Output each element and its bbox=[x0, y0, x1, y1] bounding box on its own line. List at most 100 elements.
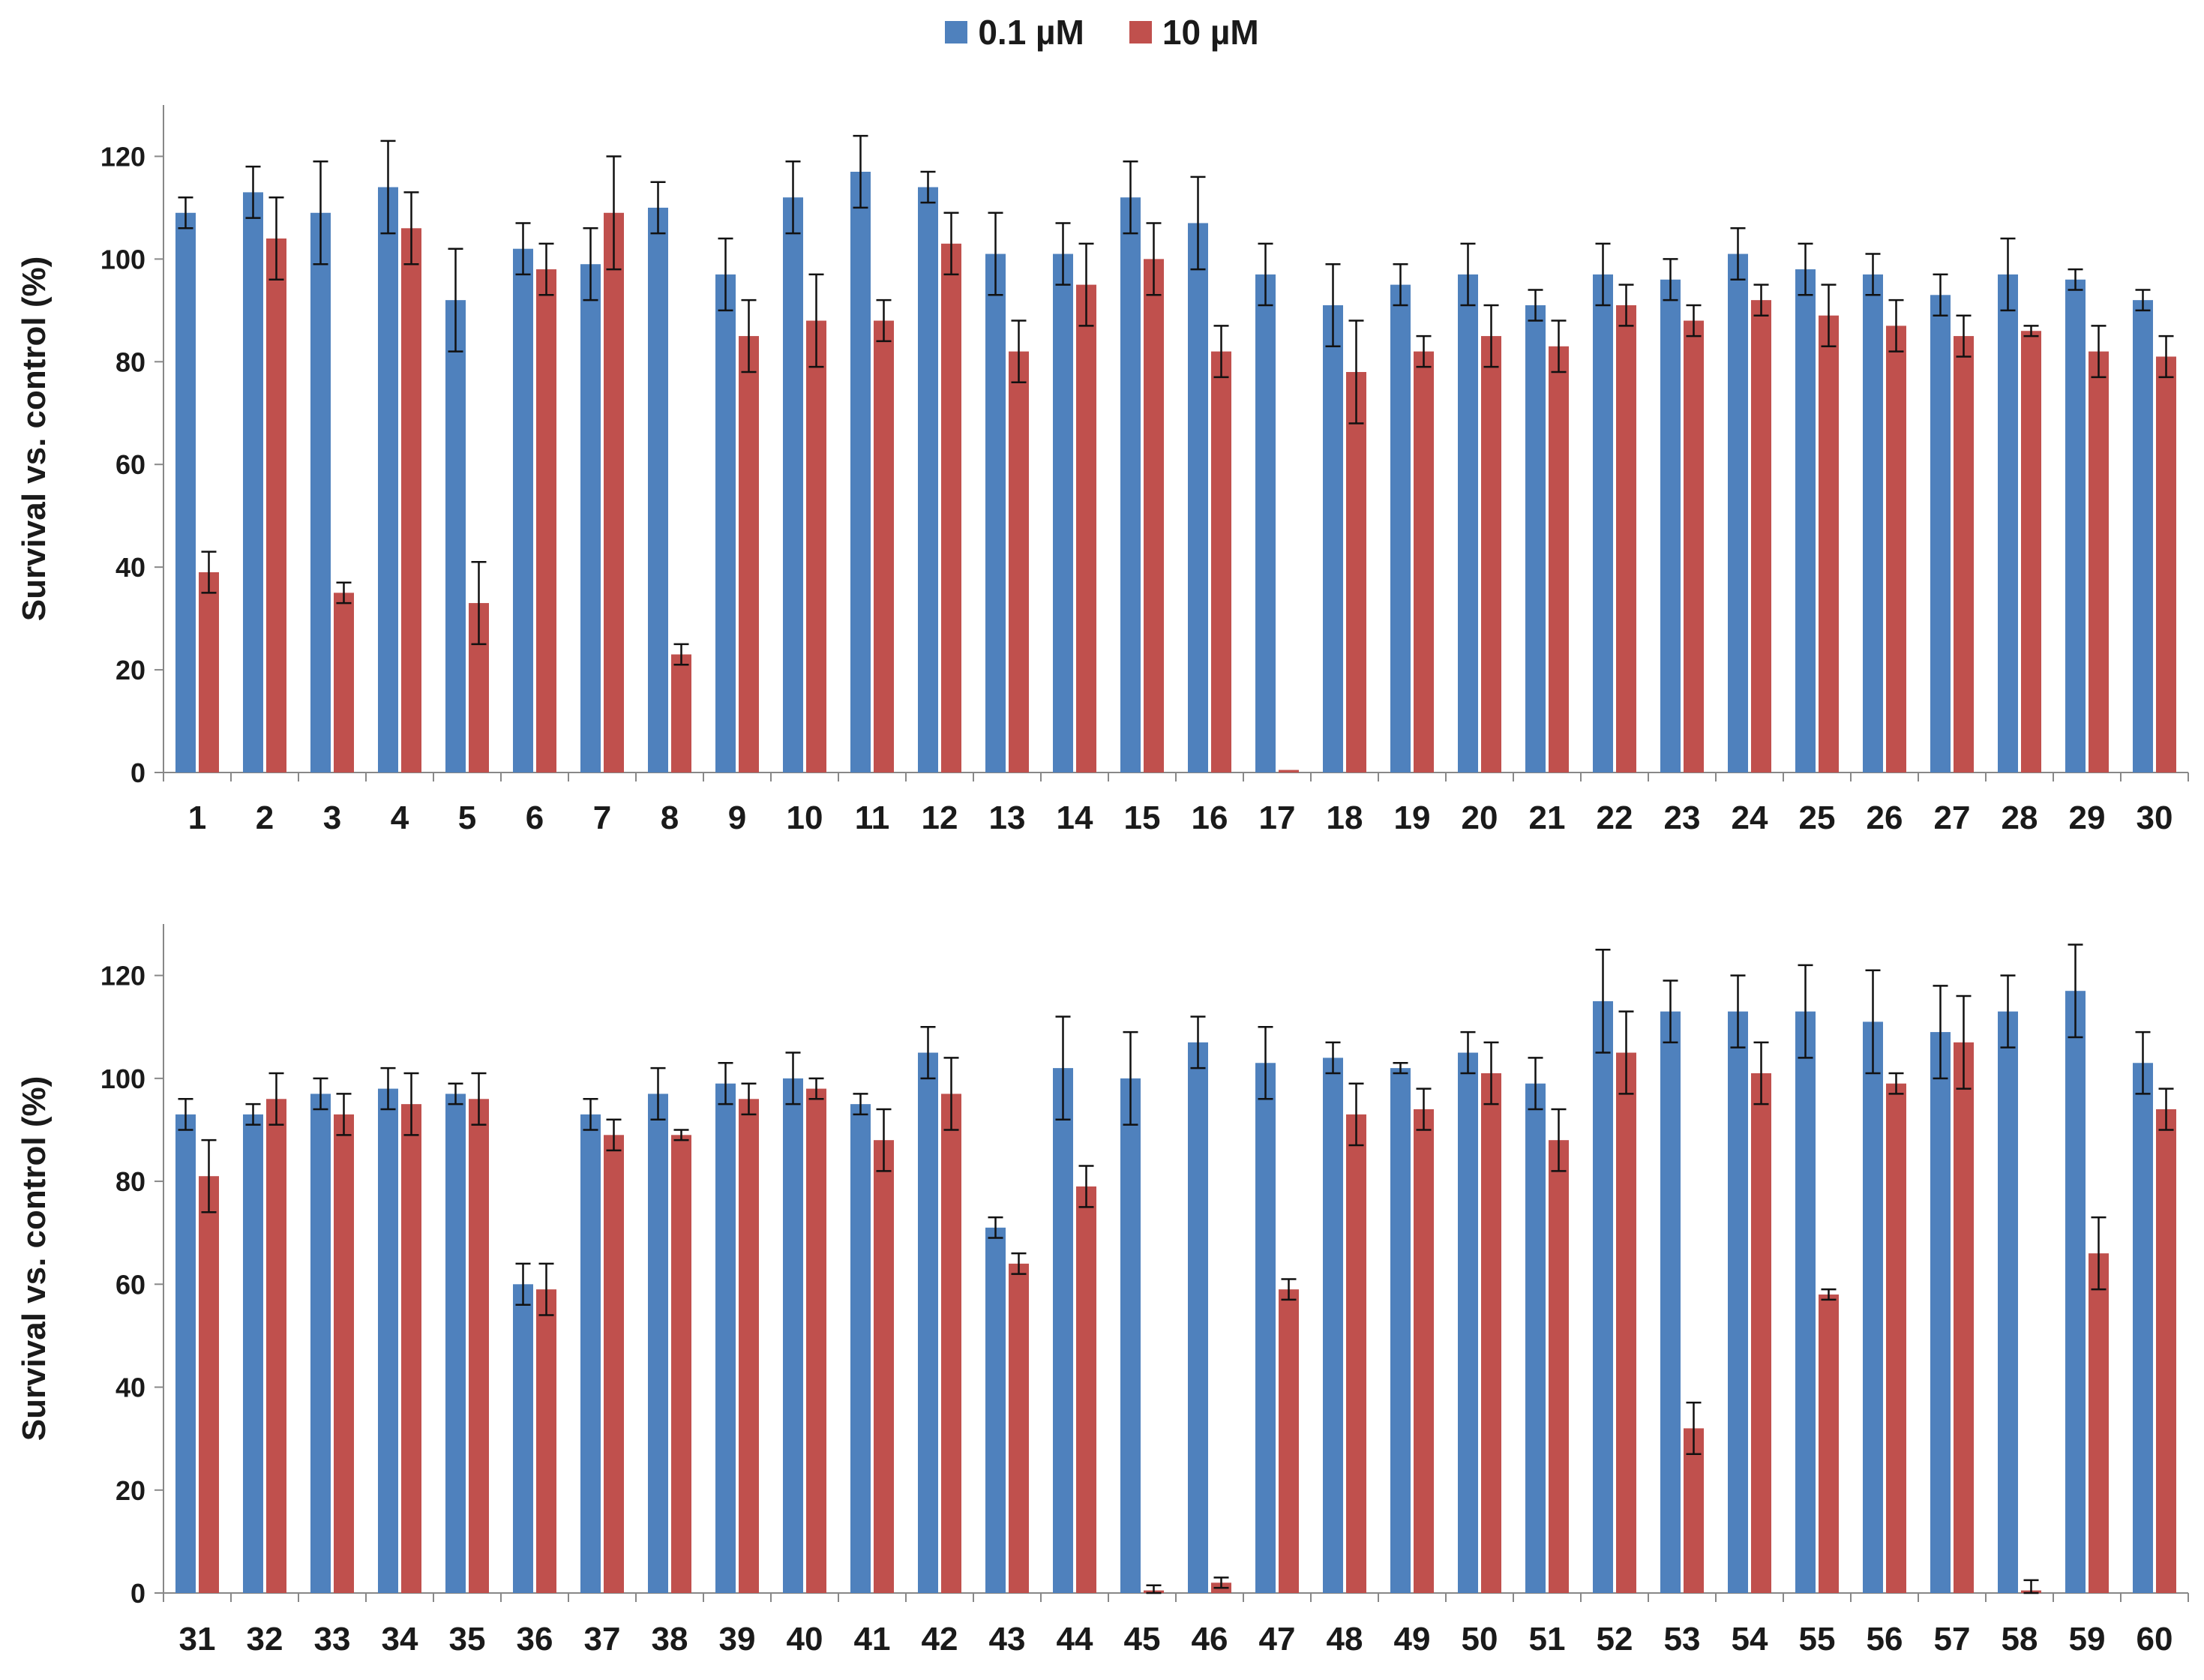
bar-14-series-2 bbox=[1076, 284, 1096, 773]
category-label-50: 50 bbox=[1462, 1621, 1498, 1658]
bar-11-series-2 bbox=[874, 320, 894, 772]
y-tick-label: 80 bbox=[115, 346, 145, 377]
bar-60-series-2 bbox=[2156, 1109, 2176, 1593]
bar-10-series-2 bbox=[806, 320, 826, 772]
bar-35-series-1 bbox=[445, 1094, 466, 1593]
bar-38-series-2 bbox=[671, 1135, 691, 1593]
bar-7-series-2 bbox=[604, 212, 624, 772]
bar-52-series-1 bbox=[1593, 1000, 1613, 1593]
category-label-51: 51 bbox=[1529, 1621, 1566, 1658]
bar-35-series-2 bbox=[469, 1099, 489, 1593]
bar-2-series-2 bbox=[266, 238, 286, 772]
bar-27-series-2 bbox=[1954, 336, 1974, 773]
bar-41-series-2 bbox=[874, 1140, 894, 1593]
bar-58-series-1 bbox=[1998, 1011, 2018, 1593]
category-label-56: 56 bbox=[1867, 1621, 1903, 1658]
bar-30-series-1 bbox=[2133, 300, 2153, 773]
category-label-21: 21 bbox=[1529, 800, 1566, 836]
category-label-30: 30 bbox=[2137, 800, 2173, 836]
y-tick-label: 120 bbox=[100, 961, 145, 992]
bar-12-series-1 bbox=[918, 187, 938, 773]
bar-24-series-2 bbox=[1751, 300, 1771, 773]
bar-9-series-2 bbox=[739, 336, 759, 773]
category-label-23: 23 bbox=[1664, 800, 1701, 836]
bar-56-series-1 bbox=[1863, 1022, 1883, 1593]
bar-8-series-2 bbox=[671, 654, 691, 772]
y-tick-label: 20 bbox=[115, 655, 145, 686]
category-label-59: 59 bbox=[2069, 1621, 2106, 1658]
bar-34-series-1 bbox=[378, 1088, 398, 1593]
category-label-43: 43 bbox=[989, 1621, 1026, 1658]
bar-51-series-2 bbox=[1549, 1140, 1569, 1593]
category-label-19: 19 bbox=[1394, 800, 1431, 836]
bar-29-series-2 bbox=[2089, 351, 2109, 773]
chart-panel-2: 0 20 40 60 80 100 120 Survival vs. control (%) 3… bbox=[16, 924, 2189, 1658]
bar-24-series-1 bbox=[1728, 254, 1748, 772]
category-label-35: 35 bbox=[449, 1621, 486, 1658]
bar-26-series-2 bbox=[1886, 326, 1906, 772]
bar-16-series-2 bbox=[1211, 351, 1231, 773]
category-label-5: 5 bbox=[458, 800, 476, 836]
bar-23-series-1 bbox=[1660, 279, 1681, 772]
category-label-4: 4 bbox=[391, 800, 409, 836]
bar-42-series-1 bbox=[918, 1052, 938, 1593]
bar-54-series-2 bbox=[1751, 1072, 1771, 1593]
category-label-2: 2 bbox=[256, 800, 274, 836]
category-label-31: 31 bbox=[179, 1621, 216, 1658]
bar-34-series-2 bbox=[401, 1104, 421, 1593]
category-label-54: 54 bbox=[1732, 1621, 1768, 1658]
category-label-16: 16 bbox=[1192, 800, 1228, 836]
category-label-18: 18 bbox=[1327, 800, 1363, 836]
legend-swatch-10-um bbox=[1129, 21, 1152, 44]
category-label-8: 8 bbox=[661, 800, 679, 836]
bar-38-series-1 bbox=[648, 1094, 668, 1593]
bar-22-series-1 bbox=[1593, 274, 1613, 772]
bar-50-series-1 bbox=[1458, 1052, 1478, 1593]
bar-6-series-1 bbox=[513, 248, 533, 772]
y-axis-title: Survival vs. control (%) bbox=[16, 1076, 52, 1442]
bar-57-series-1 bbox=[1930, 1032, 1951, 1593]
bar-1-series-2 bbox=[199, 572, 219, 772]
bar-31-series-1 bbox=[175, 1114, 196, 1593]
bar-13-series-1 bbox=[985, 254, 1006, 772]
bar-59-series-2 bbox=[2089, 1253, 2109, 1593]
bar-25-series-2 bbox=[1819, 315, 1839, 772]
y-tick-label: 0 bbox=[130, 758, 145, 788]
bar-18-series-1 bbox=[1323, 305, 1343, 772]
category-label-47: 47 bbox=[1259, 1621, 1296, 1658]
bar-43-series-1 bbox=[985, 1227, 1006, 1593]
bar-37-series-1 bbox=[580, 1114, 601, 1593]
category-label-32: 32 bbox=[247, 1621, 283, 1658]
legend-label-0-1-um: 0.1 µM bbox=[978, 13, 1084, 52]
category-label-3: 3 bbox=[323, 800, 341, 836]
y-tick-label: 20 bbox=[115, 1475, 145, 1506]
bar-32-series-1 bbox=[243, 1114, 263, 1593]
category-label-39: 39 bbox=[719, 1621, 756, 1658]
category-label-46: 46 bbox=[1192, 1621, 1228, 1658]
bar-23-series-2 bbox=[1684, 320, 1704, 772]
y-tick-label: 40 bbox=[115, 552, 145, 583]
bar-6-series-2 bbox=[536, 269, 556, 773]
category-label-27: 27 bbox=[1934, 800, 1971, 836]
category-label-49: 49 bbox=[1394, 1621, 1431, 1658]
bar-40-series-1 bbox=[783, 1078, 803, 1593]
legend-label-10-um: 10 µM bbox=[1162, 13, 1259, 52]
category-label-57: 57 bbox=[1934, 1621, 1971, 1658]
bar-36-series-1 bbox=[513, 1284, 533, 1593]
bar-7-series-1 bbox=[580, 264, 601, 772]
category-label-36: 36 bbox=[517, 1621, 553, 1658]
bar-51-series-1 bbox=[1525, 1083, 1546, 1593]
y-axis-title: Survival vs. control (%) bbox=[16, 256, 52, 622]
category-label-53: 53 bbox=[1664, 1621, 1701, 1658]
category-label-22: 22 bbox=[1597, 800, 1633, 836]
bar-3-series-2 bbox=[334, 592, 354, 772]
bar-39-series-1 bbox=[715, 1083, 736, 1593]
category-label-33: 33 bbox=[314, 1621, 351, 1658]
bar-49-series-1 bbox=[1390, 1068, 1411, 1593]
bar-42-series-2 bbox=[941, 1094, 961, 1593]
bar-3-series-1 bbox=[310, 212, 331, 772]
bar-47-series-1 bbox=[1255, 1063, 1276, 1593]
bar-27-series-1 bbox=[1930, 295, 1951, 772]
bar-18-series-2 bbox=[1346, 372, 1366, 772]
